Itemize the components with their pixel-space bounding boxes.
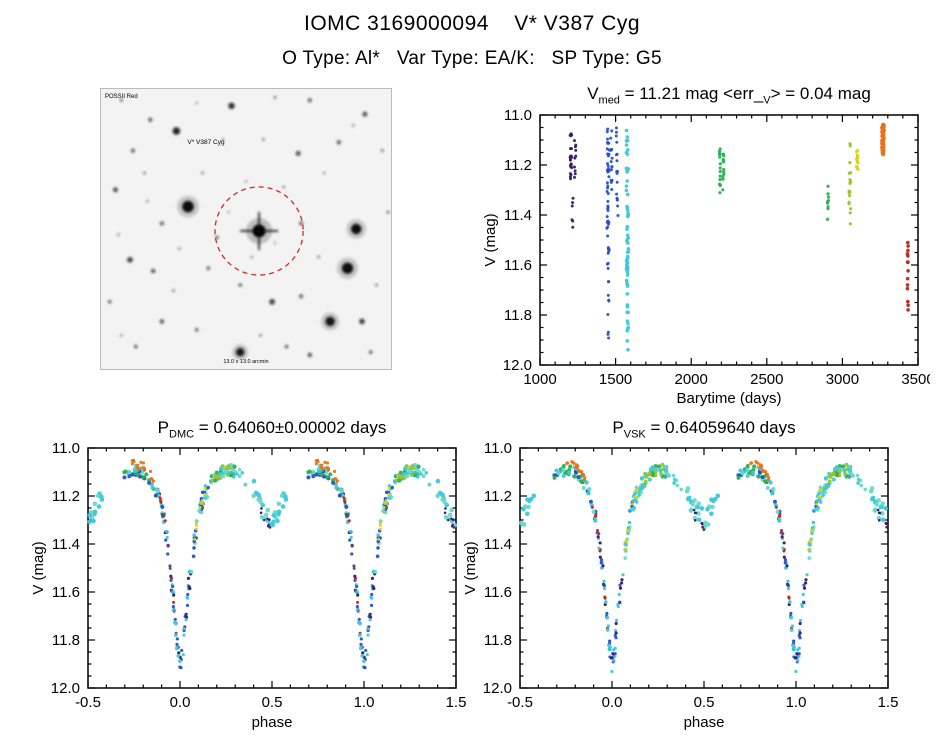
svg-text:2500: 2500 [750,371,783,388]
svg-text:-0.5: -0.5 [507,694,533,711]
svg-text:V (mag): V (mag) [30,541,47,594]
svg-text:0.0: 0.0 [602,694,623,711]
star-name-label: V* V387 Cyg [187,139,225,146]
svg-text:11.6: 11.6 [484,584,512,601]
fov-label: 13.0 x 13.0 arcmin [223,359,268,365]
svg-text:12.0: 12.0 [51,680,80,697]
svg-text:11.2: 11.2 [504,157,532,174]
svg-text:11.8: 11.8 [484,632,512,649]
lightcurve-plot: 1000 1500 2000 2500 3000 3500 11.0 11.2 11.4 11.6… [482,107,930,407]
svg-text:0.5: 0.5 [262,694,283,711]
svg-text:11.0: 11.0 [484,440,512,457]
svg-text:V (mag): V (mag) [482,213,499,266]
svg-text:1.5: 1.5 [878,694,899,711]
page-title: IOMC 3169000094 V* V387 Cyg [303,12,641,35]
svg-text:1500: 1500 [599,371,632,388]
finding-chart-image: POSSII Red V* V387 Cyg 13.0 x 13.0 arcmin [100,88,392,370]
svg-text:3000: 3000 [826,371,859,388]
svg-text:12.0: 12.0 [483,680,512,697]
svg-text:11.0: 11.0 [52,440,80,457]
survey-label: POSSII Red [105,94,138,100]
phase-dmc-title: PDMC = 0.64060±0.00002 days [157,418,387,441]
phase-dmc-plot: -0.5 0.0 0.5 1.0 1.5 11.0 11.2 11.4 11.6 11.8 12.0… [30,440,467,731]
svg-text:phase: phase [684,714,725,731]
object-types-line: O Type: Al* Var Type: EA/K: SP Type: G5 [282,48,662,69]
svg-text:1.0: 1.0 [354,694,375,711]
svg-text:11.8: 11.8 [504,307,532,324]
svg-text:11.4: 11.4 [484,536,512,553]
svg-text:11.2: 11.2 [484,488,512,505]
lightcurve-title: Vmed = 11.21 mag <err_V> = 0.04 mag [587,84,871,107]
phase-vsk-title: PVSK = 0.64059640 days [612,418,796,441]
svg-text:-0.5: -0.5 [75,694,101,711]
svg-text:1.5: 1.5 [446,694,467,711]
svg-text:1.0: 1.0 [786,694,807,711]
svg-text:12.0: 12.0 [503,357,532,374]
svg-text:11.4: 11.4 [504,207,532,224]
svg-text:0.5: 0.5 [694,694,715,711]
svg-text:Barytime (days): Barytime (days) [676,390,781,407]
svg-text:1000: 1000 [523,371,556,388]
svg-text:11.6: 11.6 [52,584,80,601]
svg-text:3500: 3500 [901,371,930,388]
svg-text:11.8: 11.8 [52,632,80,649]
svg-text:11.6: 11.6 [504,257,532,274]
svg-text:phase: phase [252,714,293,731]
svg-text:11.4: 11.4 [52,536,80,553]
svg-text:0.0: 0.0 [170,694,191,711]
phase-vsk-plot: -0.5 0.0 0.5 1.0 1.5 11.0 11.2 11.4 11.6 11.8 12.0… [462,440,899,731]
svg-text:2000: 2000 [675,371,708,388]
svg-text:V (mag): V (mag) [462,541,479,594]
svg-text:11.2: 11.2 [52,488,80,505]
svg-text:11.0: 11.0 [504,107,532,124]
